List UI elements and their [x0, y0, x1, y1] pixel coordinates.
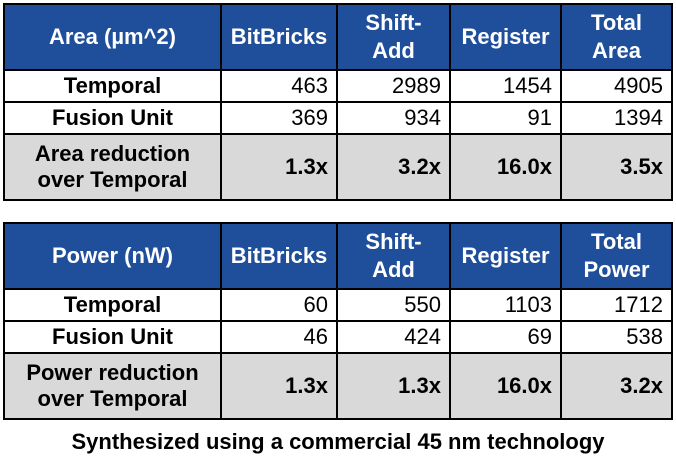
area-header-bitbricks: BitBricks — [220, 3, 338, 71]
table-cell: 91 — [449, 101, 562, 135]
caption: Synthesized using a commercial 45 nm tec… — [71, 429, 605, 454]
area-table: Area (µm^2) BitBricks Shift- Add Register… — [3, 3, 673, 201]
power-header-register: Register — [449, 222, 562, 290]
table-cell: 538 — [560, 320, 673, 354]
reduction-row: Power reduction over Temporal 1.3x 1.3x 1… — [3, 352, 673, 420]
table-cell: 2989 — [336, 69, 451, 103]
power-header-bitbricks: BitBricks — [220, 222, 338, 290]
power-header-shift-add: Shift- Add — [336, 222, 451, 290]
table-cell: 4905 — [560, 69, 673, 103]
table-cell: 60 — [220, 288, 338, 322]
table-cell: 1712 — [560, 288, 673, 322]
row-label: Fusion Unit — [3, 320, 222, 354]
table-cell: 369 — [220, 101, 338, 135]
table-cell: 16.0x — [449, 352, 562, 420]
table-cell: 3.2x — [560, 352, 673, 420]
table-row: Temporal 463 2989 1454 4905 — [3, 69, 673, 103]
table-cell: 424 — [336, 320, 451, 354]
table-row: Fusion Unit 46 424 69 538 — [3, 320, 673, 354]
table-cell: 1.3x — [336, 352, 451, 420]
table-row: Temporal 60 550 1103 1712 — [3, 288, 673, 322]
table-cell: 463 — [220, 69, 338, 103]
table-cell: 1394 — [560, 101, 673, 135]
power-header-metric: Power (nW) — [3, 222, 222, 290]
power-table: Power (nW) BitBricks Shift- Add Register … — [3, 222, 673, 420]
table-cell: 1103 — [449, 288, 562, 322]
area-header-total: Total Area — [560, 3, 673, 71]
table-cell: 16.0x — [449, 133, 562, 201]
power-header-total: Total Power — [560, 222, 673, 290]
table-row: Fusion Unit 369 934 91 1394 — [3, 101, 673, 135]
area-header-register: Register — [449, 3, 562, 71]
table-cell: 1.3x — [220, 352, 338, 420]
area-header-metric: Area (µm^2) — [3, 3, 222, 71]
table-cell: 46 — [220, 320, 338, 354]
table-cell: 69 — [449, 320, 562, 354]
row-label: Fusion Unit — [3, 101, 222, 135]
row-label: Area reduction over Temporal — [3, 133, 222, 201]
area-header-shift-add: Shift- Add — [336, 3, 451, 71]
table-cell: 1.3x — [220, 133, 338, 201]
row-label: Temporal — [3, 288, 222, 322]
reduction-row: Area reduction over Temporal 1.3x 3.2x 16… — [3, 133, 673, 201]
table-cell: 1454 — [449, 69, 562, 103]
table-cell: 3.2x — [336, 133, 451, 201]
table-cell: 3.5x — [560, 133, 673, 201]
row-label: Power reduction over Temporal — [3, 352, 222, 420]
table-header-row: Power (nW) BitBricks Shift- Add Register … — [3, 222, 673, 290]
table-cell: 934 — [336, 101, 451, 135]
table-header-row: Area (µm^2) BitBricks Shift- Add Register… — [3, 3, 673, 71]
row-label: Temporal — [3, 69, 222, 103]
table-cell: 550 — [336, 288, 451, 322]
